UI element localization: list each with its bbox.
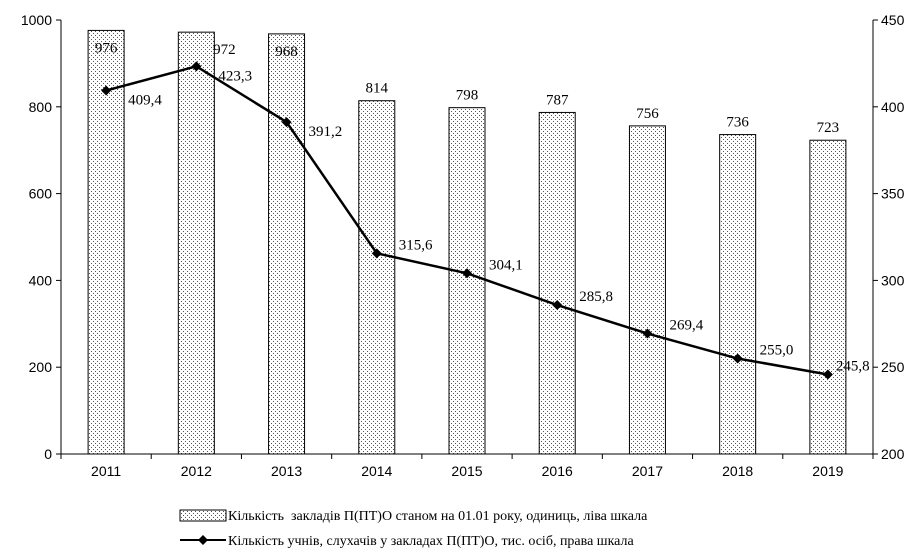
legend: Кількість закладів П(ПТ)О станом на 01.0… (180, 509, 648, 549)
right-tick-label: 350 (881, 186, 905, 202)
left-tick-label: 1000 (21, 12, 52, 28)
left-tick-label: 800 (29, 99, 53, 115)
legend-label-line: Кількість учнів, слухачів у закладах П(П… (228, 534, 634, 549)
line-value-label: 409,4 (128, 92, 162, 108)
bar (810, 140, 846, 454)
x-tick-label: 2017 (632, 463, 663, 479)
right-tick-label: 300 (881, 272, 905, 288)
legend-label-bars: Кількість закладів П(ПТ)О станом на 01.0… (228, 509, 648, 524)
bar (720, 135, 756, 454)
x-tick-label: 2011 (91, 463, 121, 479)
x-tick-label: 2013 (271, 463, 302, 479)
right-tick-label: 450 (881, 12, 905, 28)
left-tick-label: 200 (29, 359, 53, 375)
bar-value-label: 968 (275, 44, 298, 60)
line-value-label: 285,8 (579, 289, 613, 305)
left-tick-label: 0 (44, 446, 52, 462)
legend-marker-line (198, 535, 208, 545)
bar-value-label: 723 (817, 120, 840, 136)
bar (359, 101, 395, 454)
bar (449, 108, 485, 454)
line-value-label: 304,1 (489, 257, 523, 273)
bar (178, 32, 214, 454)
bar-value-label: 814 (366, 81, 389, 97)
x-tick-label: 2012 (181, 463, 212, 479)
line-value-label: 245,8 (836, 358, 870, 374)
bar (539, 112, 575, 454)
x-tick-label: 2018 (722, 463, 753, 479)
x-tick-label: 2015 (451, 463, 482, 479)
left-tick-label: 600 (29, 186, 53, 202)
bar-value-label: 736 (726, 115, 749, 131)
bar-value-label: 798 (456, 88, 479, 104)
right-tick-label: 200 (881, 446, 905, 462)
right-tick-label: 250 (881, 359, 905, 375)
bar (269, 34, 305, 454)
x-tick-label: 2016 (542, 463, 573, 479)
left-tick-label: 400 (29, 272, 53, 288)
bar-value-label: 787 (546, 92, 569, 108)
x-tick-label: 2014 (361, 463, 392, 479)
line-value-label: 391,2 (309, 124, 343, 140)
bar-value-label: 976 (95, 40, 118, 56)
line-value-label: 255,0 (760, 343, 794, 359)
legend-swatch-bars (180, 510, 226, 521)
line-value-label: 269,4 (669, 318, 703, 334)
right-tick-label: 400 (881, 99, 905, 115)
x-tick-label: 2019 (812, 463, 843, 479)
bar-value-label: 756 (636, 106, 659, 122)
bar-value-label: 972 (213, 42, 236, 58)
bar (629, 126, 665, 454)
line-value-label: 315,6 (399, 237, 433, 253)
line-value-label: 423,3 (218, 68, 252, 84)
